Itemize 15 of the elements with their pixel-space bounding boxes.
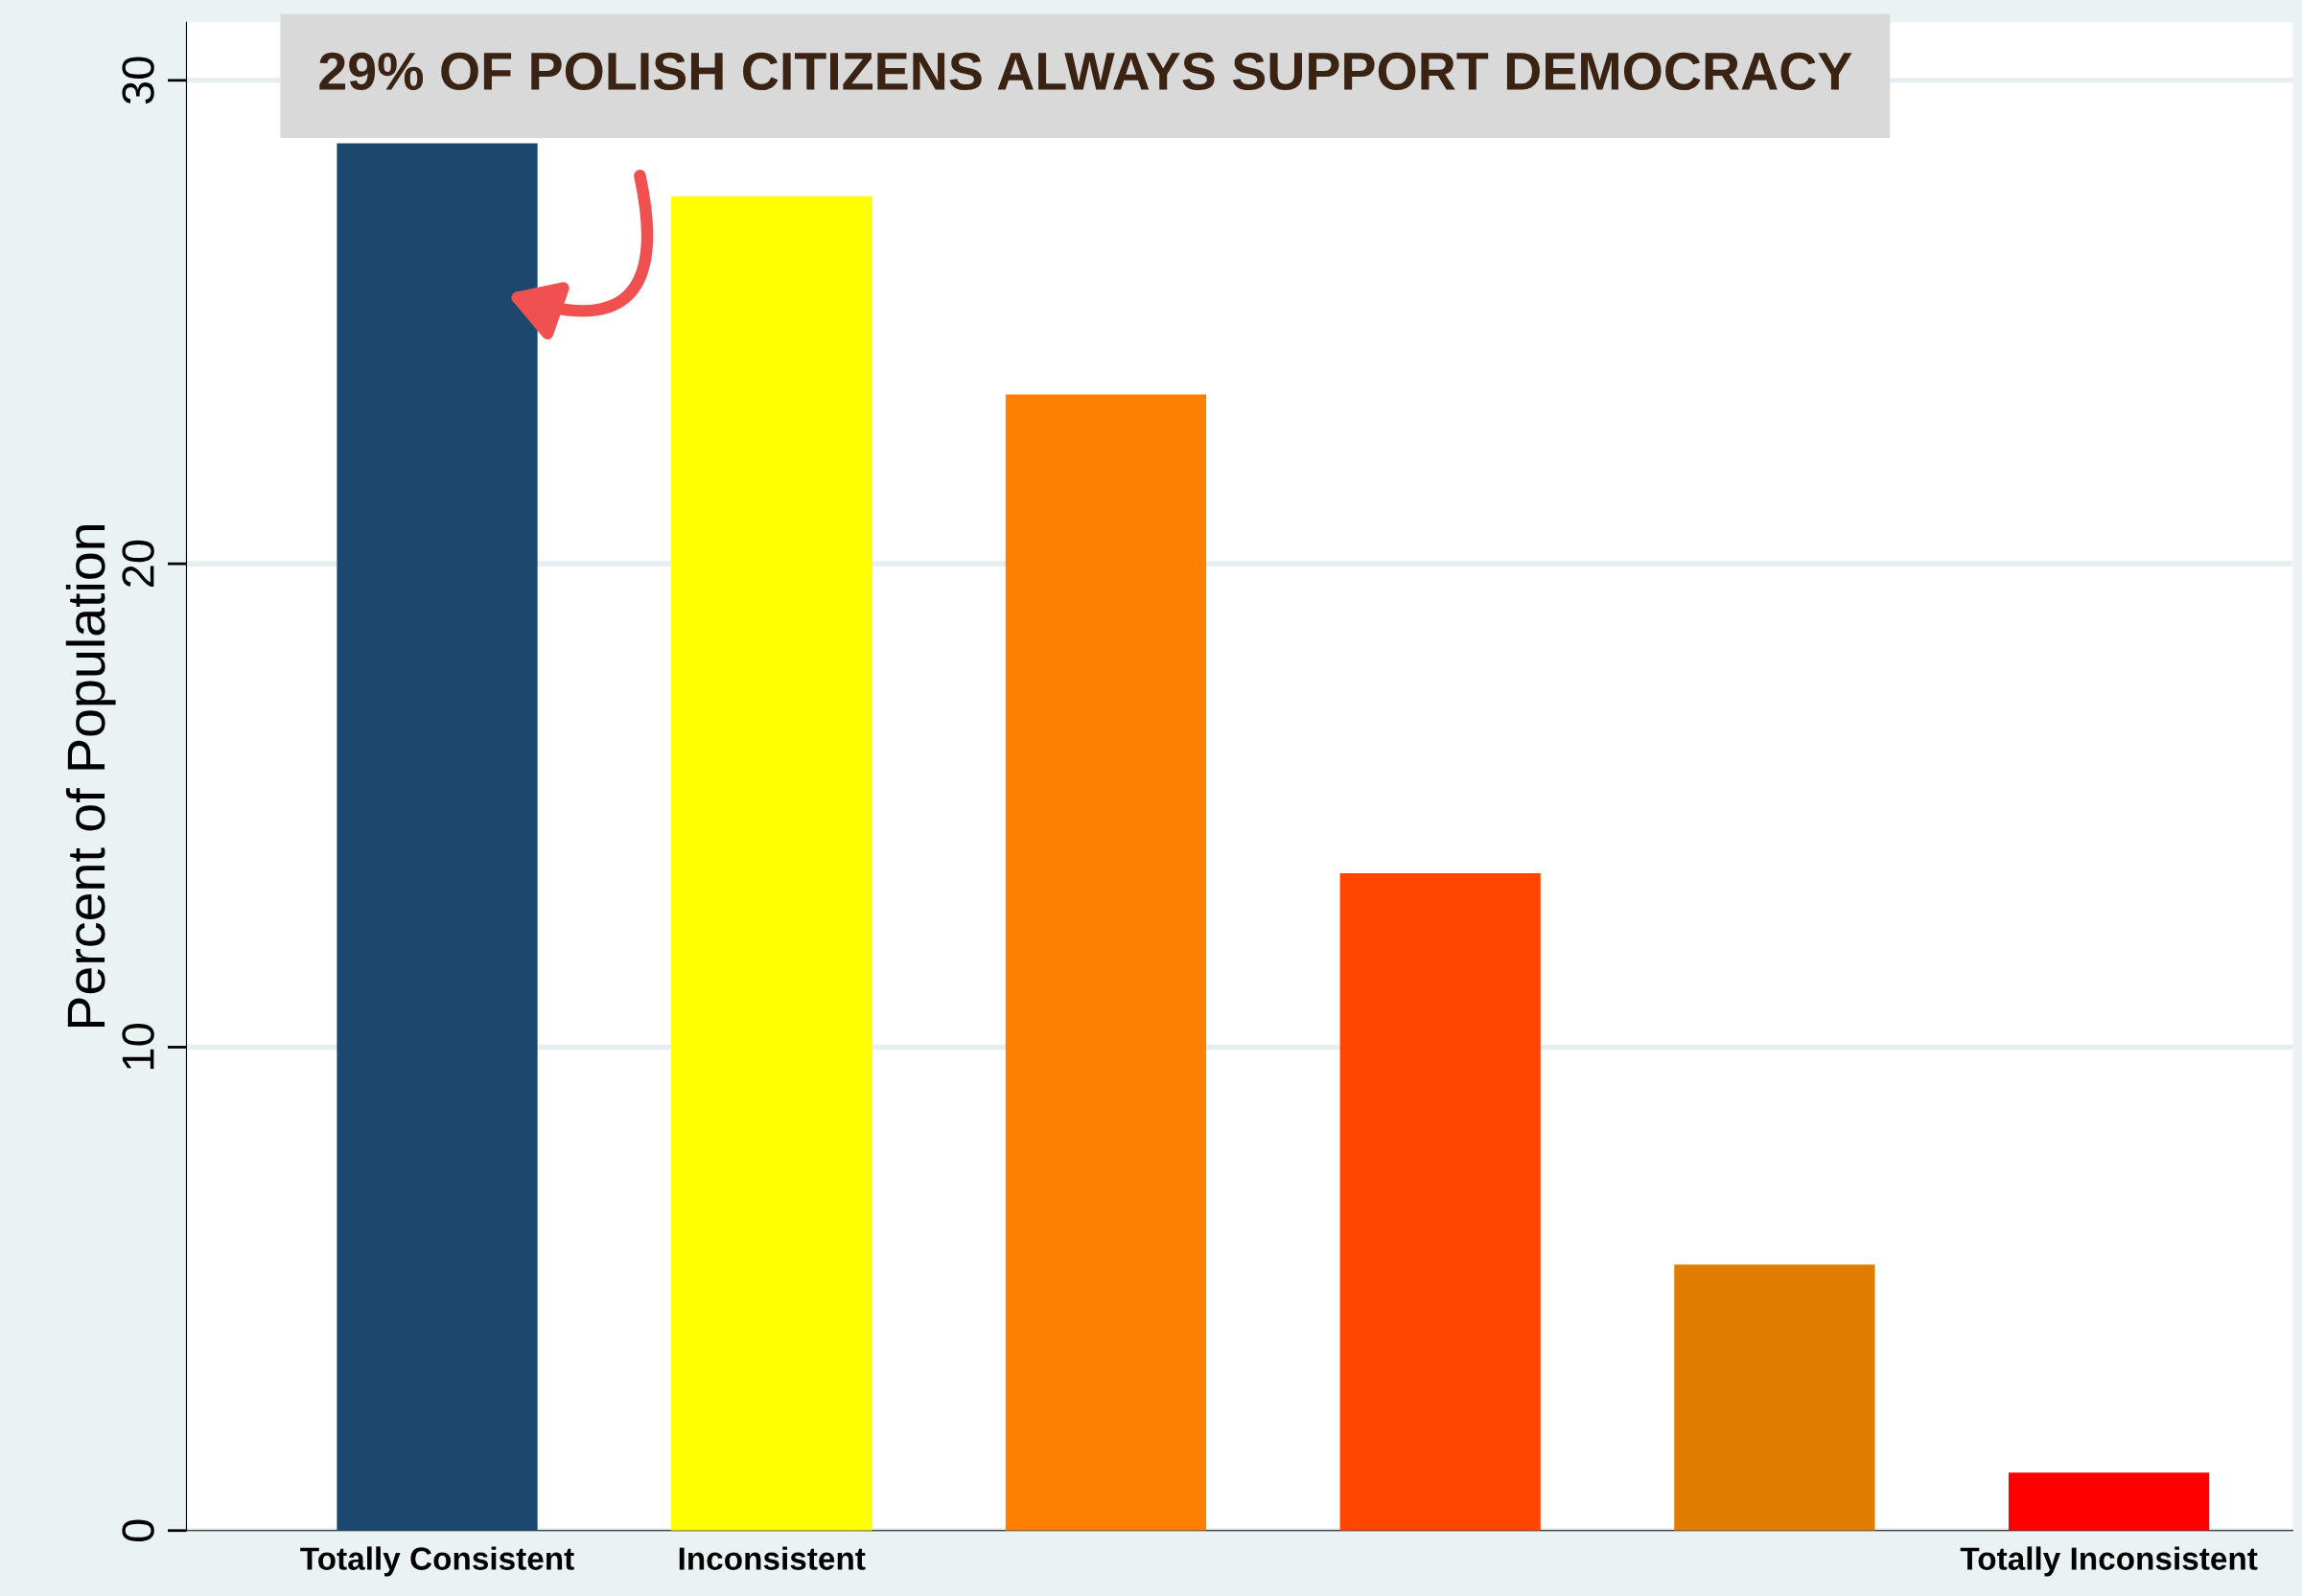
y-tick-label: 0 xyxy=(122,1519,154,1542)
bar xyxy=(1674,1264,1875,1531)
y-axis-title: Percent of Population xyxy=(65,525,116,1028)
x-tick-label: Totally Consistent xyxy=(300,1546,574,1577)
bar xyxy=(337,143,538,1531)
y-tick-label: 10 xyxy=(122,1024,154,1070)
bar xyxy=(1005,394,1207,1531)
annotation: 29% OF POLISH CITIZENS ALWAYS SUPPORT DEMOCRACY xyxy=(319,52,1852,91)
bar xyxy=(2008,1472,2210,1531)
bar xyxy=(1339,872,1541,1531)
y-tick-label: 30 xyxy=(122,57,154,104)
x-tick-label: Totally Inconsistent xyxy=(1960,1546,2258,1577)
bar xyxy=(671,196,872,1531)
x-tick-label: Inconsistent xyxy=(679,1546,866,1570)
y-tick-label: 20 xyxy=(122,540,154,588)
